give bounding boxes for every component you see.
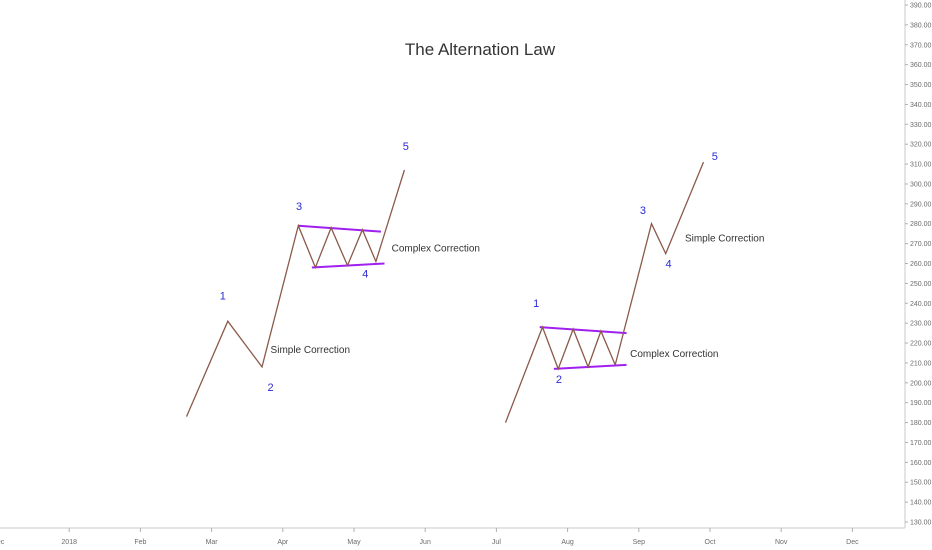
wave-label: 4 [362, 268, 368, 280]
y-tick-label: 260.00 [910, 261, 932, 268]
y-tick-label: 240.00 [910, 301, 932, 308]
y-tick-label: 180.00 [910, 420, 932, 427]
y-tick-label: 320.00 [910, 142, 932, 149]
wave-label: 3 [640, 205, 646, 217]
x-tick-label: Dec [846, 539, 859, 546]
annotation-label: Simple Correction [271, 345, 350, 356]
y-tick-label: 170.00 [910, 440, 932, 447]
channel-line [553, 363, 627, 370]
wave-labels: 1 2 3 4 5 1 2 3 4 5 [220, 141, 718, 394]
y-tick-label: 350.00 [910, 82, 932, 89]
price-series [185, 161, 705, 423]
wave-label: 1 [533, 298, 539, 310]
y-tick-label: 190.00 [910, 400, 932, 407]
y-tick-labels: 130.00 140.00 150.00 160.00 170.00 180.00 190.… [905, 3, 932, 527]
x-tick-label: Nov [775, 539, 788, 546]
annotation-label: Complex Correction [392, 244, 480, 255]
y-tick-label: 280.00 [910, 221, 932, 228]
x-tick-label: Apr [277, 539, 289, 546]
annotation-label: Simple Correction [685, 234, 764, 245]
wave-label: 2 [556, 374, 562, 386]
y-tick-label: 140.00 [910, 500, 932, 507]
wave-label: 5 [712, 151, 718, 163]
annotations: Simple Correction Complex Correction Compl… [271, 234, 765, 360]
wave-label: 5 [403, 141, 409, 153]
x-tick-label: Aug [561, 539, 574, 546]
x-tick-label: Feb [134, 539, 146, 546]
y-tick-label: 290.00 [910, 201, 932, 208]
x-tick-label: Mar [206, 539, 219, 546]
y-tick-label: 270.00 [910, 241, 932, 248]
y-tick-label: 220.00 [910, 341, 932, 348]
y-tick-label: 340.00 [910, 102, 932, 109]
channel-line [298, 224, 381, 233]
correction-channels [298, 224, 627, 370]
y-tick-label: 310.00 [910, 162, 932, 169]
y-tick-label: 390.00 [910, 3, 932, 10]
y-tick-label: 150.00 [910, 480, 932, 487]
series-line [504, 161, 705, 423]
y-tick-label: 330.00 [910, 122, 932, 129]
channel-line [539, 326, 627, 335]
series-line [185, 169, 406, 417]
axes [0, 0, 906, 529]
x-tick-label: May [347, 539, 361, 546]
y-tick-label: 300.00 [910, 181, 932, 188]
wave-label: 2 [267, 382, 273, 394]
y-tick-label: 230.00 [910, 321, 932, 328]
y-tick-label: 160.00 [910, 460, 932, 467]
wave-label: 1 [220, 290, 226, 302]
wave-label: 3 [296, 201, 302, 213]
wave-label: 4 [666, 258, 672, 270]
y-tick-label: 250.00 [910, 281, 932, 288]
y-tick-label: 210.00 [910, 360, 932, 367]
chart-title: The Alternation Law [405, 40, 556, 59]
y-tick-label: 380.00 [910, 22, 932, 29]
y-tick-label: 370.00 [910, 42, 932, 49]
x-tick-label: Jun [420, 539, 431, 546]
y-tick-label: 200.00 [910, 380, 932, 387]
x-tick-label: Jul [492, 539, 501, 546]
x-tick-label: Sep [633, 539, 646, 546]
x-tick-label: Dec [0, 539, 5, 546]
x-tick-labels: Dec 2018 Feb Mar Apr May Jun Jul Aug Sep Oct Nov Dec [0, 528, 859, 546]
x-tick-label: 2018 [61, 539, 77, 546]
y-tick-label: 130.00 [910, 520, 932, 527]
x-tick-label: Oct [705, 539, 716, 546]
y-tick-label: 360.00 [910, 62, 932, 69]
annotation-label: Complex Correction [630, 349, 718, 360]
